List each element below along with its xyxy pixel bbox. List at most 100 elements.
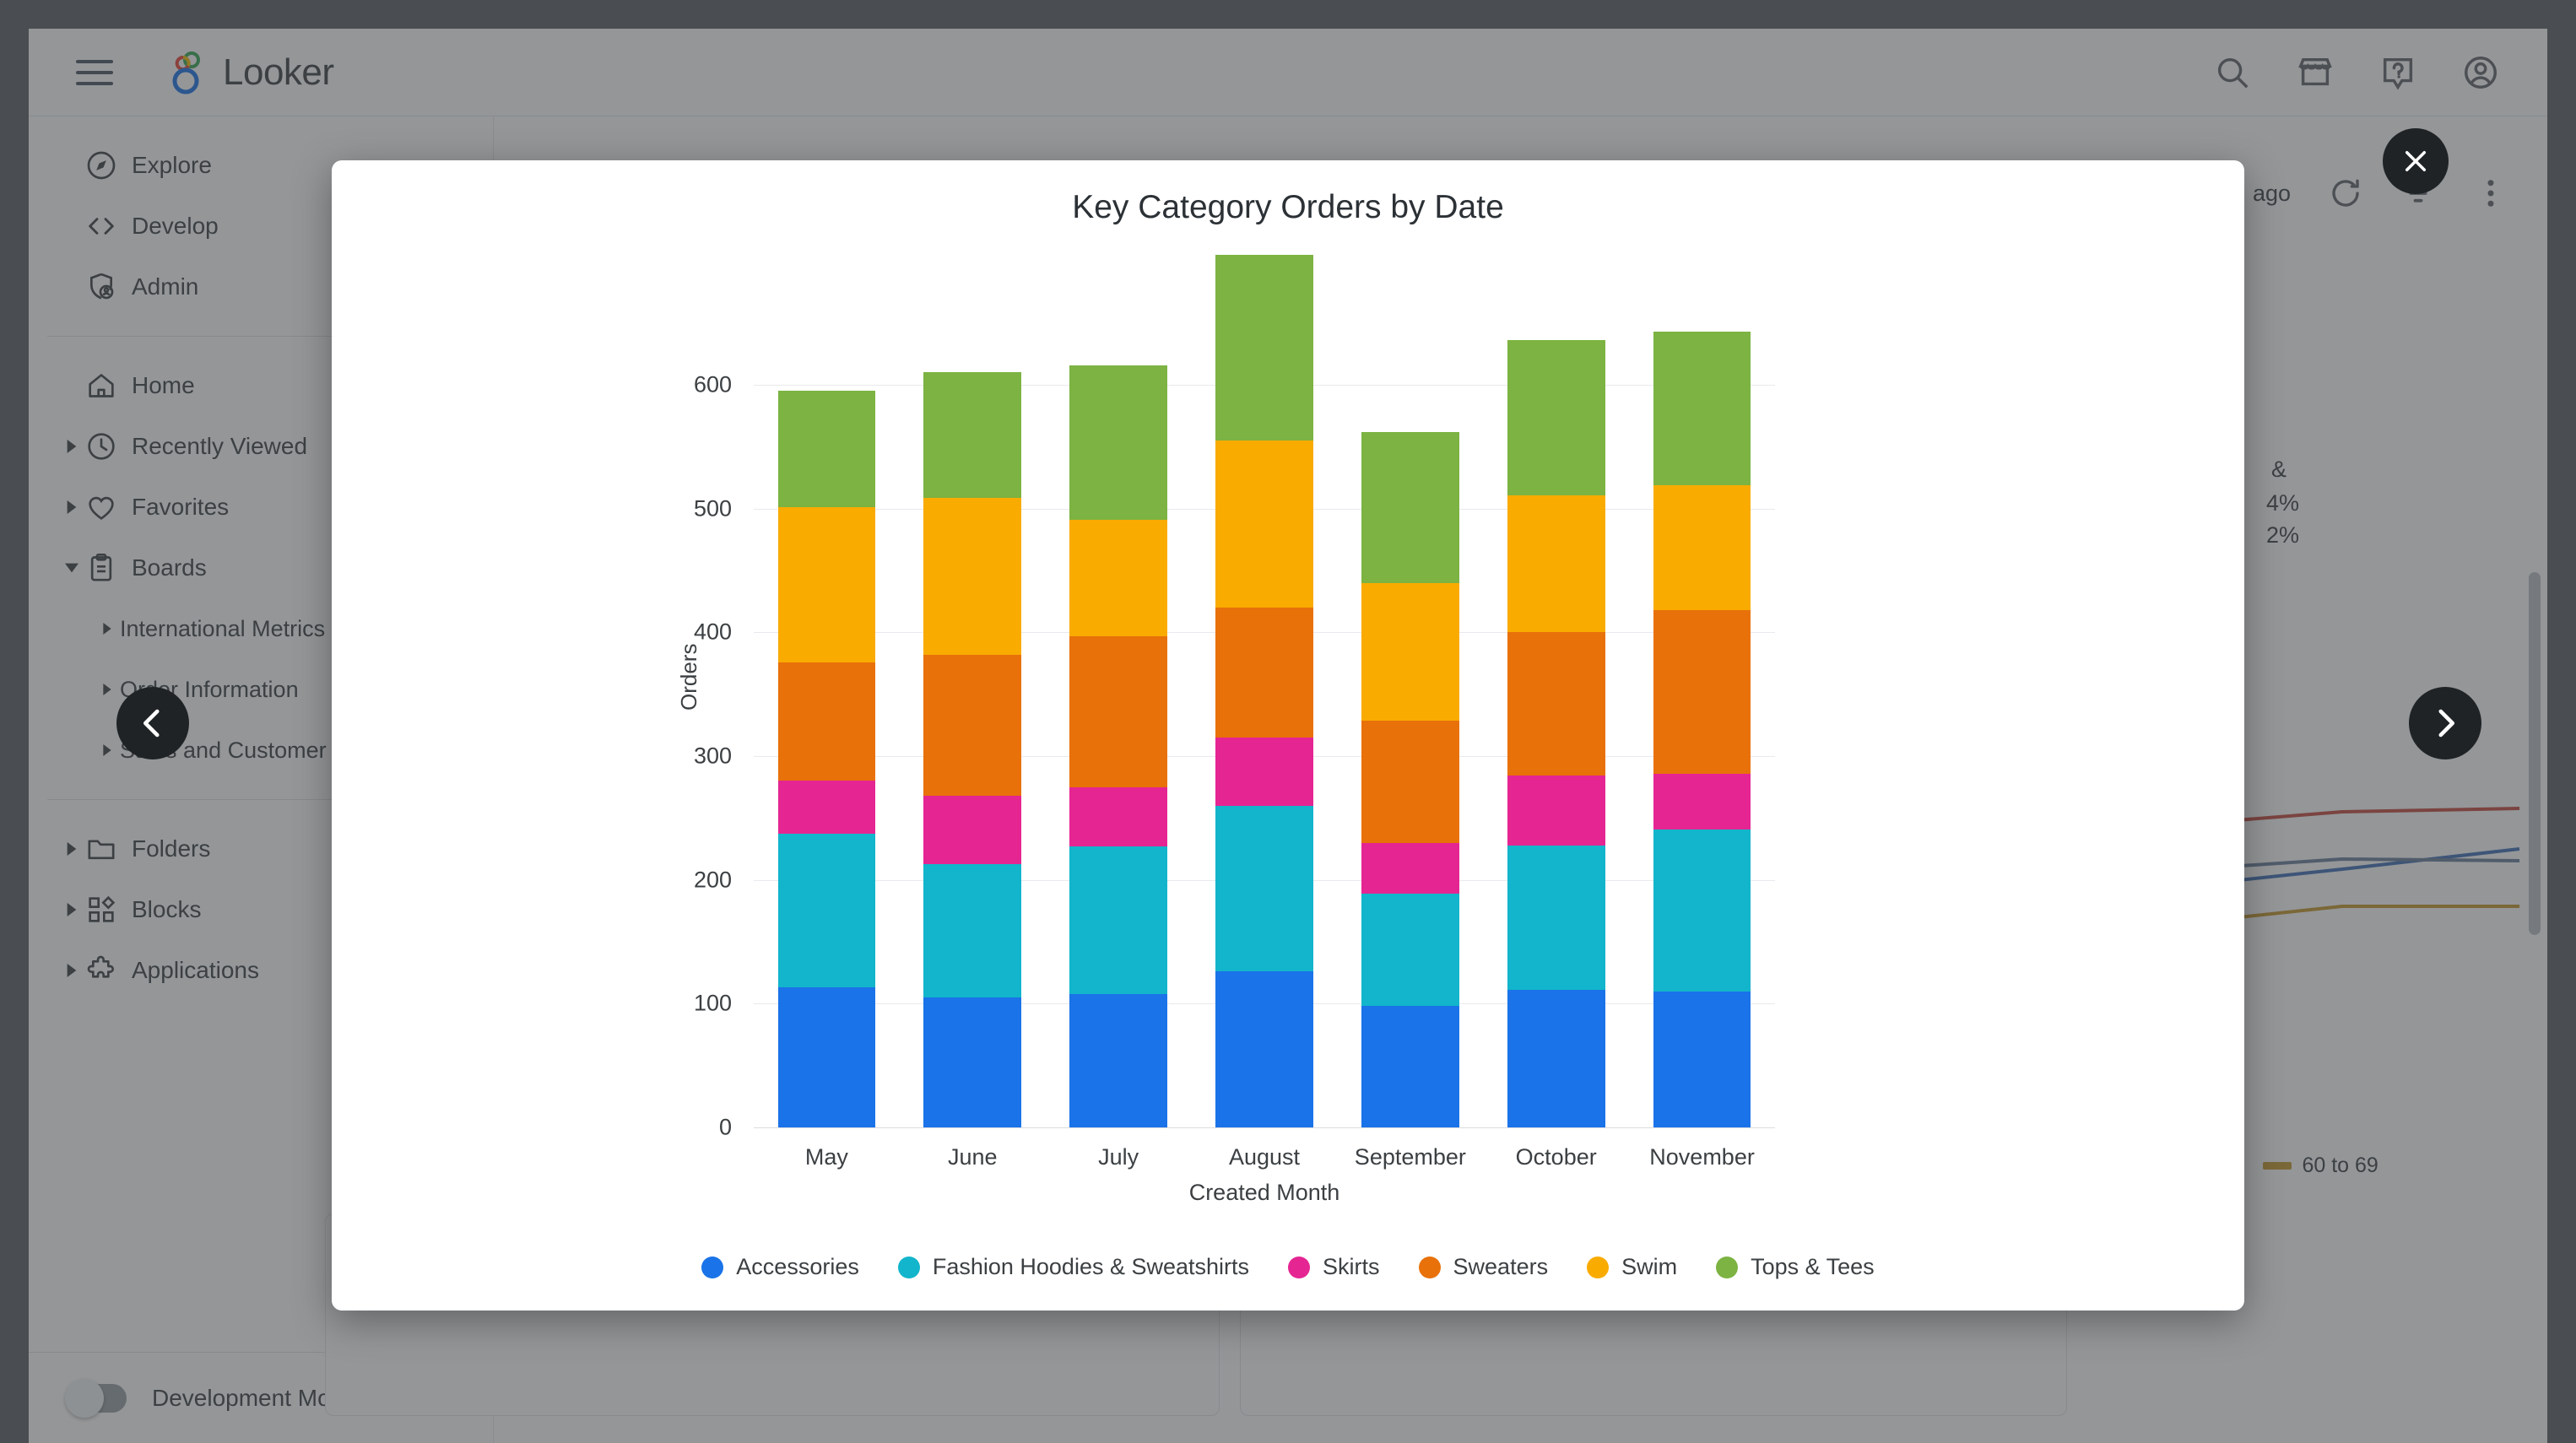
bar-segment[interactable]	[1507, 990, 1605, 1127]
bar-segment[interactable]	[1653, 991, 1751, 1127]
y-axis-tick: 0	[718, 1114, 732, 1140]
y-axis-tick: 400	[693, 619, 732, 645]
x-axis-tick: August	[1228, 1144, 1301, 1170]
legend-label: Swim	[1621, 1254, 1678, 1279]
bar-segment[interactable]	[777, 662, 876, 781]
bar-segment[interactable]	[1507, 776, 1605, 846]
bar-segment[interactable]	[1361, 582, 1459, 721]
next-tile-button[interactable]	[2409, 687, 2481, 759]
bar-column	[754, 391, 900, 1127]
stacked-bar[interactable]	[923, 372, 1022, 1127]
bar-segment[interactable]	[777, 781, 876, 835]
stacked-bar[interactable]	[1507, 340, 1605, 1127]
legend-item[interactable]: Skirts	[1288, 1254, 1380, 1280]
bar-segment[interactable]	[923, 372, 1022, 498]
legend-item[interactable]: Accessories	[701, 1254, 859, 1280]
bar-segment[interactable]	[1507, 845, 1605, 991]
legend-swatch	[701, 1256, 724, 1278]
bar-segment[interactable]	[1069, 786, 1168, 847]
chart-legend: Accessories Fashion Hoodies & Sweatshirts…	[332, 1254, 2244, 1280]
stacked-bar[interactable]	[1361, 431, 1459, 1127]
bar-segment[interactable]	[1507, 495, 1605, 633]
bar-segment[interactable]	[1507, 632, 1605, 776]
stacked-bar[interactable]	[1653, 331, 1751, 1127]
bar-segment[interactable]	[777, 987, 876, 1127]
bar-segment[interactable]	[923, 654, 1022, 796]
previous-tile-button[interactable]	[116, 687, 189, 759]
legend-item[interactable]: Sweaters	[1418, 1254, 1549, 1280]
bar-segment[interactable]	[1653, 829, 1751, 992]
bar-segment[interactable]	[1361, 893, 1459, 1007]
legend-swatch	[1418, 1256, 1441, 1278]
chart-container: Orders 0 100 200 300 400 500 600 May June July Au…	[332, 238, 2244, 1311]
bar-segment[interactable]	[1653, 773, 1751, 830]
bar-segment[interactable]	[777, 391, 876, 508]
y-axis-title: Orders	[676, 643, 701, 711]
x-axis-tick: July	[1098, 1144, 1139, 1170]
bar-segment[interactable]	[1069, 635, 1168, 787]
bar-column	[1337, 431, 1483, 1127]
bar-segment[interactable]	[1215, 255, 1313, 441]
legend-item[interactable]: Tops & Tees	[1716, 1254, 1875, 1280]
bar-column	[1046, 365, 1192, 1127]
bar-segment[interactable]	[777, 507, 876, 662]
legend-swatch	[1288, 1256, 1311, 1278]
y-axis-tick: 200	[693, 867, 732, 893]
bar-segment[interactable]	[777, 834, 876, 988]
bar-column	[1629, 331, 1775, 1127]
legend-item[interactable]: Swim	[1587, 1254, 1677, 1280]
x-axis-tick: November	[1649, 1144, 1755, 1170]
bar-segment[interactable]	[923, 497, 1022, 655]
bar-series	[754, 255, 1775, 1127]
bar-column	[900, 372, 1046, 1127]
bar-segment[interactable]	[1361, 1006, 1459, 1127]
x-axis-title: Created Month	[1188, 1180, 1340, 1205]
stacked-bar[interactable]	[777, 391, 876, 1127]
legend-label: Skirts	[1323, 1254, 1380, 1279]
bar-segment[interactable]	[1361, 431, 1459, 583]
looker-app: Looker	[29, 29, 2547, 1443]
legend-swatch	[1716, 1256, 1739, 1278]
bar-segment[interactable]	[1653, 484, 1751, 610]
y-axis-tick: 100	[693, 990, 732, 1016]
x-axis-tick: October	[1515, 1144, 1597, 1170]
bar-segment[interactable]	[1215, 805, 1313, 972]
y-axis-tick: 500	[693, 495, 732, 522]
bar-segment[interactable]	[923, 795, 1022, 864]
bar-segment[interactable]	[1069, 519, 1168, 636]
bar-column	[1483, 340, 1629, 1127]
plot-area: 0 100 200 300 400 500 600 May June July August Sep…	[694, 255, 1775, 1205]
bar-segment[interactable]	[1215, 971, 1313, 1127]
legend-item[interactable]: Fashion Hoodies & Sweatshirts	[897, 1254, 1250, 1280]
gridline: 0	[719, 1115, 1775, 1140]
chart-modal: Key Category Orders by Date Orders 0 100 2…	[332, 160, 2244, 1311]
y-axis-tick: 600	[693, 371, 732, 397]
bar-segment[interactable]	[923, 997, 1022, 1127]
legend-label: Tops & Tees	[1751, 1254, 1875, 1279]
bar-segment[interactable]	[1653, 331, 1751, 485]
legend-swatch	[1587, 1256, 1610, 1278]
bar-segment[interactable]	[1361, 842, 1459, 894]
bar-segment[interactable]	[1507, 340, 1605, 495]
bar-segment[interactable]	[1215, 440, 1313, 608]
bar-segment[interactable]	[1069, 846, 1168, 994]
stacked-bar[interactable]	[1069, 365, 1168, 1127]
bar-segment[interactable]	[1069, 993, 1168, 1127]
modal-title: Key Category Orders by Date	[1072, 189, 1504, 225]
legend-swatch	[897, 1256, 920, 1278]
bar-segment[interactable]	[1215, 738, 1313, 806]
bar-segment[interactable]	[923, 863, 1022, 997]
x-axis-tick: September	[1354, 1144, 1466, 1170]
x-axis-tick: May	[804, 1144, 848, 1170]
x-axis-tick: June	[948, 1144, 998, 1170]
bar-segment[interactable]	[1215, 608, 1313, 738]
bar-segment[interactable]	[1069, 365, 1168, 520]
legend-label: Fashion Hoodies & Sweatshirts	[932, 1254, 1250, 1279]
bar-segment[interactable]	[1653, 609, 1751, 774]
stacked-bar[interactable]	[1215, 255, 1313, 1127]
close-icon[interactable]	[2383, 128, 2449, 194]
bar-segment[interactable]	[1361, 720, 1459, 843]
legend-label: Accessories	[736, 1254, 859, 1279]
bar-column	[1192, 255, 1338, 1127]
legend-label: Sweaters	[1453, 1254, 1549, 1279]
